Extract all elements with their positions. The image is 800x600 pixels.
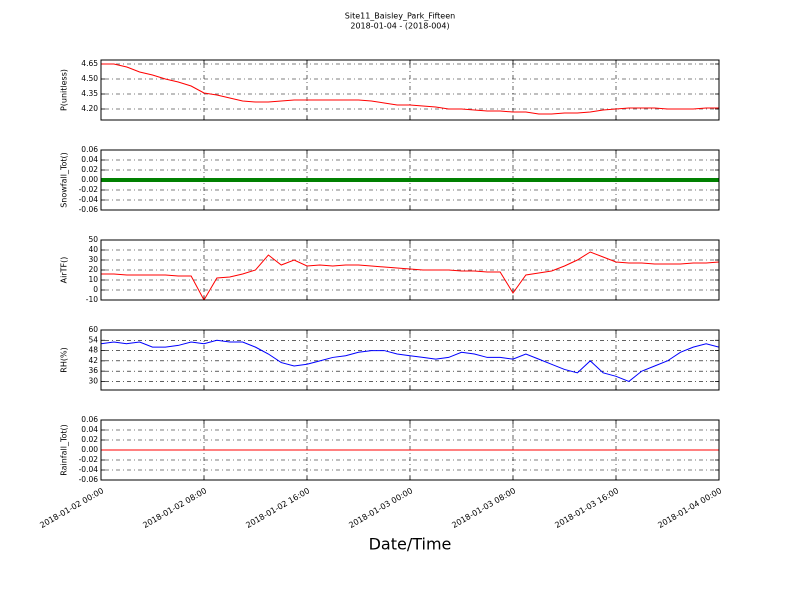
y-tick-label: 0.00 xyxy=(81,175,98,184)
y-tick-label: 50 xyxy=(88,235,98,244)
y-tick-label: 30 xyxy=(88,376,98,385)
y-tick-label: -0.06 xyxy=(79,475,99,484)
data-line xyxy=(101,251,719,300)
y-axis-label: AirTF() xyxy=(60,257,69,284)
y-tick-label: 4.65 xyxy=(81,59,98,68)
plot-frame xyxy=(100,419,720,481)
y-tick-label: 10 xyxy=(88,275,98,284)
y-tick-label: 0.04 xyxy=(81,155,98,164)
plot-frame xyxy=(100,59,720,121)
plot-frame xyxy=(100,149,720,211)
data-line xyxy=(101,63,719,115)
y-tick-label: -10 xyxy=(86,295,98,304)
y-axis-label: RH(%) xyxy=(60,347,69,372)
y-tick-label: 0.02 xyxy=(81,165,98,174)
y-axis-label: P(unitless) xyxy=(60,69,69,111)
y-tick-label: -0.04 xyxy=(79,195,99,204)
y-tick-label: -0.04 xyxy=(79,465,99,474)
y-tick-label: 0.04 xyxy=(81,425,98,434)
y-tick-label: 0.06 xyxy=(81,145,98,154)
y-tick-label: 4.50 xyxy=(81,74,98,83)
y-tick-label: 4.20 xyxy=(81,104,98,113)
y-tick-label: 36 xyxy=(88,366,98,375)
y-tick-label: 48 xyxy=(88,346,98,355)
y-tick-label: 60 xyxy=(88,325,98,334)
y-tick-label: 20 xyxy=(88,265,98,274)
y-tick-label: 54 xyxy=(88,335,98,344)
y-tick-label: 0.02 xyxy=(81,435,98,444)
y-tick-label: 0.00 xyxy=(81,445,98,454)
chart-title: Site11_Baisley_Park_Fifteen xyxy=(345,12,455,21)
plot-frame xyxy=(100,329,720,391)
plot-frame xyxy=(100,239,720,301)
data-line xyxy=(101,339,719,383)
x-axis-label: Date/Time xyxy=(369,535,452,554)
y-axis-label: Rainfall_Tot() xyxy=(60,424,69,476)
y-tick-label: 40 xyxy=(88,245,98,254)
y-tick-label: -0.02 xyxy=(79,455,99,464)
y-tick-label: 30 xyxy=(88,255,98,264)
y-tick-label: 4.35 xyxy=(81,89,98,98)
y-tick-label: 0 xyxy=(93,285,98,294)
y-tick-label: 0.06 xyxy=(81,415,98,424)
y-axis-label: Snowfall_Tot() xyxy=(60,152,69,208)
y-tick-label: 42 xyxy=(88,356,98,365)
y-tick-label: -0.02 xyxy=(79,185,99,194)
chart-subtitle: 2018-01-04 - (2018-004) xyxy=(350,22,449,31)
y-tick-label: -0.06 xyxy=(79,205,99,214)
